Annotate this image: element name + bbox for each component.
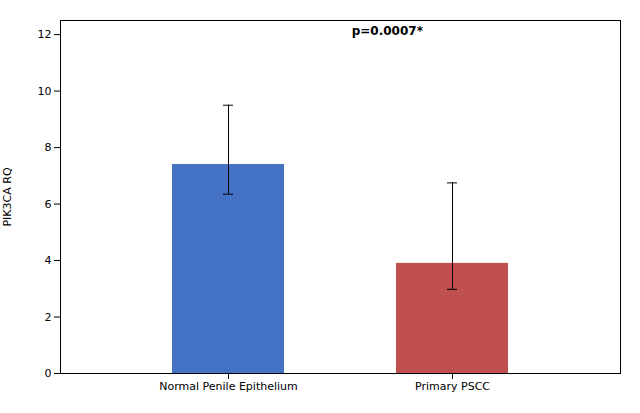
svg-text:p=0.0007*: p=0.0007* — [352, 24, 424, 38]
svg-text:12: 12 — [38, 28, 52, 41]
svg-text:10: 10 — [38, 85, 52, 98]
svg-text:8: 8 — [45, 141, 52, 154]
svg-text:Primary PSCC: Primary PSCC — [415, 380, 490, 393]
svg-text:Normal Penile Epithelium: Normal Penile Epithelium — [159, 380, 298, 393]
svg-text:4: 4 — [45, 254, 52, 267]
svg-text:6: 6 — [45, 198, 52, 211]
svg-text:PIK3CA RQ: PIK3CA RQ — [1, 167, 14, 226]
svg-text:2: 2 — [45, 311, 52, 324]
svg-text:0: 0 — [45, 367, 52, 380]
